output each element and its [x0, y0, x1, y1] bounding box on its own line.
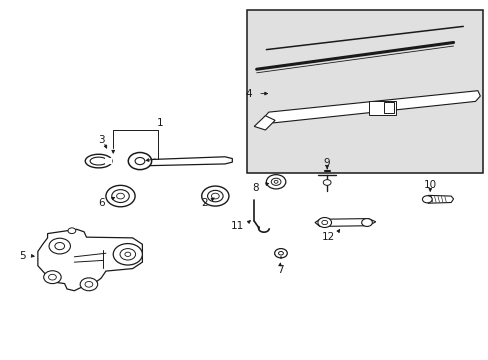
Circle shape: [112, 190, 129, 203]
Circle shape: [422, 196, 431, 203]
Text: 5: 5: [20, 251, 26, 261]
Circle shape: [43, 271, 61, 284]
Polygon shape: [254, 116, 275, 130]
Polygon shape: [314, 219, 375, 226]
Text: 6: 6: [98, 198, 104, 207]
Circle shape: [135, 157, 144, 165]
Circle shape: [317, 217, 331, 228]
Circle shape: [48, 274, 56, 280]
Polygon shape: [38, 229, 142, 291]
Circle shape: [106, 185, 135, 207]
Circle shape: [116, 193, 124, 199]
Circle shape: [321, 220, 327, 225]
Circle shape: [271, 178, 281, 185]
Circle shape: [55, 243, 64, 249]
Polygon shape: [425, 195, 453, 203]
Circle shape: [207, 190, 223, 202]
Circle shape: [274, 249, 287, 258]
Circle shape: [49, 238, 70, 254]
Circle shape: [278, 251, 283, 255]
Circle shape: [80, 278, 98, 291]
Text: 3: 3: [98, 135, 104, 145]
Circle shape: [128, 153, 151, 170]
Circle shape: [85, 282, 93, 287]
Circle shape: [266, 175, 285, 189]
Circle shape: [274, 180, 278, 183]
Bar: [368, 101, 395, 115]
Polygon shape: [144, 157, 232, 166]
Bar: [383, 103, 393, 113]
Circle shape: [361, 219, 372, 226]
Text: 11: 11: [230, 221, 244, 231]
Text: 7: 7: [276, 265, 283, 275]
Polygon shape: [264, 91, 479, 123]
Circle shape: [323, 180, 330, 185]
Text: 9: 9: [323, 158, 330, 168]
Circle shape: [68, 228, 76, 234]
Text: 1: 1: [156, 118, 163, 128]
Circle shape: [211, 193, 219, 199]
Text: 10: 10: [423, 180, 436, 190]
Text: 2: 2: [201, 198, 207, 207]
Text: 8: 8: [252, 183, 259, 193]
Text: 12: 12: [321, 232, 334, 242]
Circle shape: [113, 244, 142, 265]
Circle shape: [124, 252, 130, 256]
Bar: [105, 158, 112, 164]
Circle shape: [201, 186, 228, 206]
Text: 4: 4: [244, 89, 251, 99]
Bar: [246, 10, 482, 173]
Circle shape: [120, 249, 135, 260]
